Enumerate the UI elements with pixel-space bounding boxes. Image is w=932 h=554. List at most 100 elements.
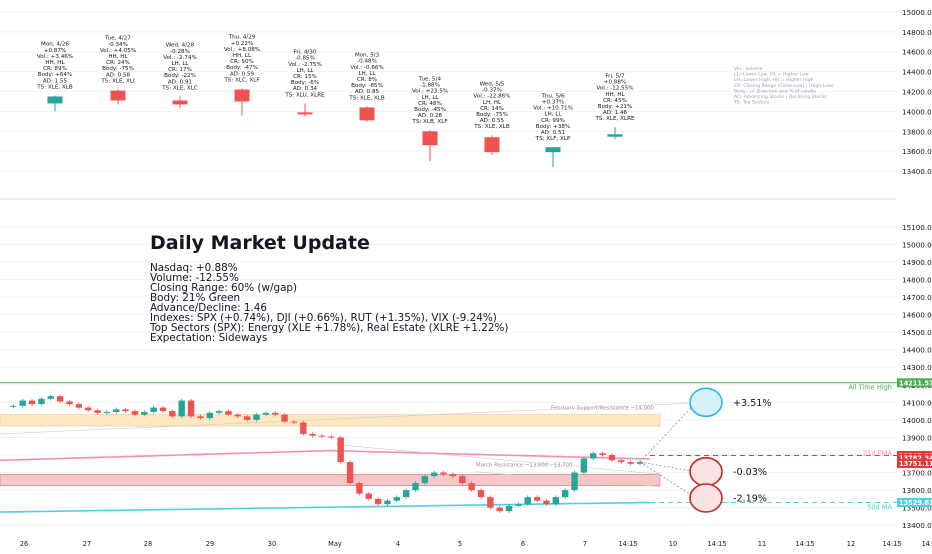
- scenario-circle: [689, 456, 723, 487]
- day-annotation: Body: -45%: [414, 107, 446, 113]
- day-annotation: -0.85%: [295, 56, 315, 62]
- y-tick-label: 13700.00: [902, 469, 932, 478]
- price-candle: [421, 476, 429, 484]
- day-annotation: +0.37%: [542, 99, 564, 105]
- price-tag: 13782.34: [899, 455, 932, 463]
- ma50-price-tag-bg: [897, 497, 932, 507]
- scenario-label: -2.19%: [733, 494, 767, 505]
- price-candle: [571, 472, 578, 491]
- x-tick-label: 28: [144, 540, 152, 548]
- price-candle: [187, 400, 195, 417]
- price-candle: [496, 507, 503, 512]
- resistance-zone: [0, 474, 661, 487]
- update-lines: Nasdaq: +0.88% Volume: -12.55% Closing Ran…: [150, 263, 670, 343]
- day-annotation: TS: XLE, XLC: [161, 85, 198, 91]
- ma50-line: [0, 501, 651, 513]
- price-tag-bg: [897, 453, 932, 463]
- day-annotation: Vol.: -2.75%: [288, 62, 322, 68]
- y-tick-label: 13600.00: [902, 147, 932, 156]
- day-annotation: TS: XLE, XLB: [36, 84, 73, 90]
- price-candle: [141, 411, 148, 415]
- day-annotation: CR: 45%: [603, 98, 627, 104]
- price-candle: [159, 407, 167, 412]
- price-candle: [533, 497, 541, 501]
- day-annotation: AD: 0.34: [293, 86, 318, 92]
- price-candle: [66, 401, 73, 405]
- x-tick-label: 7: [583, 540, 587, 548]
- y-tick-label: 14500.00: [902, 328, 932, 337]
- day-annotation: LH, LL: [358, 71, 376, 77]
- day-annotation: Body: -6%: [291, 80, 319, 86]
- price-candle: [365, 493, 372, 499]
- zone-label: February Support/Resistance ~14,000: [551, 406, 654, 412]
- day-annotation: CR: 14%: [480, 106, 504, 112]
- day-annotation: AD: 0.59: [230, 71, 255, 77]
- candle-body: [545, 147, 561, 153]
- price-candle: [477, 490, 485, 498]
- y-tick-label: 13900.00: [902, 433, 932, 442]
- price-candle: [178, 400, 185, 417]
- day-annotation: Body: -47%: [226, 65, 258, 71]
- day-annotation: Vol.: -0.66%: [350, 65, 384, 71]
- day-annotation: TS: XLE, XLB: [348, 95, 385, 101]
- x-tick-label: 14:15: [618, 540, 637, 548]
- price-candle: [543, 500, 550, 505]
- day-annotation: TS: XLB, XLF: [411, 119, 447, 125]
- price-candle: [290, 421, 298, 423]
- x-tick-label: 14:15: [707, 540, 726, 548]
- day-annotation: +0.87%: [44, 48, 66, 54]
- main-panel: February Support/Resistance ~14,000 March…: [0, 382, 897, 513]
- scenario-label: -0.03%: [733, 467, 767, 478]
- y-tick-label: 15100.00: [902, 223, 932, 232]
- y-tick-label: 13400.00: [902, 167, 932, 176]
- day-annotation: HH, HL: [45, 60, 65, 66]
- y-tick-label: 14400.00: [902, 346, 932, 355]
- day-annotation: Thu, 5/6: [540, 93, 565, 99]
- day-annotation: AD: 1.55: [43, 78, 68, 84]
- ma50-price-tag: 13529.61: [899, 499, 932, 507]
- day-annotation: TS: XLU, XLRE: [284, 92, 325, 98]
- price-candle: [459, 476, 466, 484]
- y-tick-label: 14400.00: [902, 68, 932, 77]
- price-candle: [384, 500, 391, 505]
- price-candle: [38, 398, 45, 405]
- y-tick-label: 14300.00: [902, 363, 932, 372]
- day-annotation: AD: 0.85: [355, 89, 380, 95]
- x-tick-label: 14:15: [795, 540, 814, 548]
- y-tick-label: 14000.00: [902, 107, 932, 116]
- y-tick-label: 14600.00: [902, 48, 932, 57]
- y-tick-label: 14700.00: [902, 293, 932, 302]
- day-annotation: CR: 15%: [293, 74, 317, 80]
- day-annotation: LH, LL: [421, 95, 439, 101]
- x-tick-label: 6: [521, 540, 525, 548]
- legend-line: AD: Advancing Stocks / Declining Stocks: [734, 94, 827, 100]
- day-annotation: Vol.: +8.08%: [224, 47, 260, 53]
- ema21-label: 21d EMA: [863, 449, 893, 457]
- price-candle: [234, 414, 242, 417]
- zone-label: March Resistance ~13,600 - 13,700: [476, 462, 573, 468]
- scenario-circle: [689, 483, 723, 513]
- y-tick-label: 14800.00: [902, 28, 932, 37]
- x-tick-label: 14:15: [882, 540, 901, 548]
- day-annotation: Tue, 4/27: [104, 36, 131, 42]
- trend-line: [0, 402, 691, 435]
- day-annotation: LH, LL: [171, 61, 189, 67]
- day-annotation: Wed, 4/28: [166, 43, 195, 49]
- day-annotation: -0.37%: [482, 88, 502, 94]
- day-annotation: AD: 0.28: [418, 113, 443, 119]
- day-annotation: Vol.: +23.5%: [412, 89, 448, 95]
- day-annotation: Vol.: -12.55%: [596, 86, 633, 92]
- y-tick-label: 13500.00: [902, 504, 932, 513]
- scenario-circle: [689, 387, 723, 418]
- price-candle: [300, 422, 307, 434]
- price-candle: [590, 453, 597, 459]
- day-annotation: CR: 50%: [230, 59, 254, 65]
- day-annotation: CR: 48%: [418, 101, 442, 107]
- price-candle: [197, 416, 204, 419]
- day-annotation: LH, HL: [483, 100, 502, 106]
- market-update: Daily Market Update Nasdaq: +0.88% Volume…: [150, 232, 670, 343]
- day-annotation: Body: -75%: [476, 112, 508, 118]
- day-annotation: TS: XLE, XLI: [100, 78, 135, 84]
